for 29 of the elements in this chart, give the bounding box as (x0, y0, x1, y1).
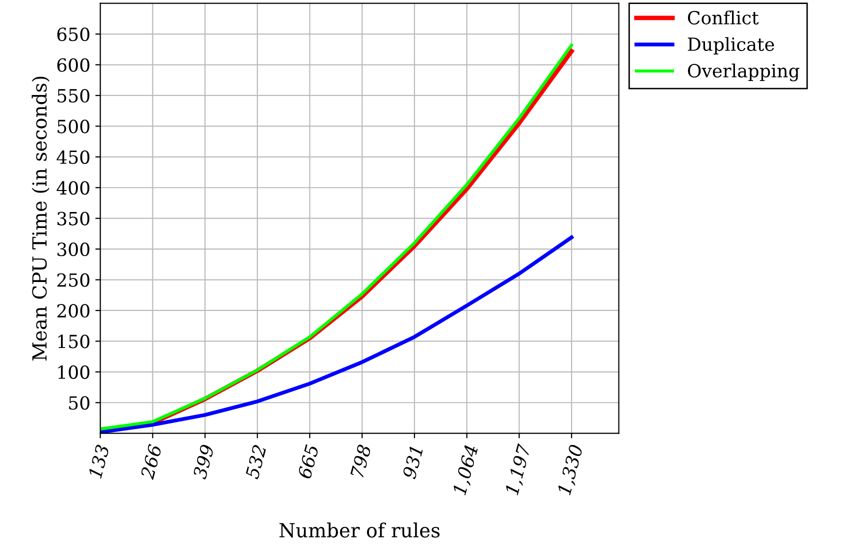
x-tick-label: 133 (88, 444, 110, 479)
x-tick-label: 532 (244, 444, 267, 480)
x-tick-label: 399 (192, 444, 214, 480)
legend-label: Overlapping (688, 64, 800, 82)
x-axis-title: Number of rules (279, 522, 440, 538)
y-tick-label: 300 (57, 242, 90, 256)
x-tick-label: 266 (140, 444, 162, 480)
x-tick-label: 665 (297, 444, 319, 480)
y-tick-label: 100 (58, 365, 90, 380)
x-tick-label: 798 (350, 444, 372, 478)
y-tick-label: 400 (56, 181, 90, 195)
y-tick-label: 200 (57, 304, 90, 318)
line-series (100, 236, 574, 434)
y-tick-label: 150 (58, 334, 90, 348)
legend-label: Duplicate (688, 37, 774, 55)
y-tick-label: 600 (57, 58, 90, 72)
y-tick-label: 500 (58, 120, 90, 134)
y-tick-label: 50 (69, 396, 90, 410)
y-tick-label: 650 (57, 28, 90, 42)
y-tick-label: 250 (57, 273, 90, 287)
x-tick-label: 1,064 (452, 444, 480, 496)
y-tick-label: 350 (57, 212, 90, 226)
y-tick-label: 550 (58, 88, 90, 103)
x-tick-label: 1,197 (504, 443, 534, 496)
x-tick-label: 931 (402, 446, 424, 480)
x-tick-label: 1,330 (557, 444, 586, 496)
y-tick-label: 450 (56, 150, 90, 164)
legend-label: Conflict (688, 10, 759, 25)
y-axis-title: Mean CPU Time (in seconds) (32, 76, 50, 361)
